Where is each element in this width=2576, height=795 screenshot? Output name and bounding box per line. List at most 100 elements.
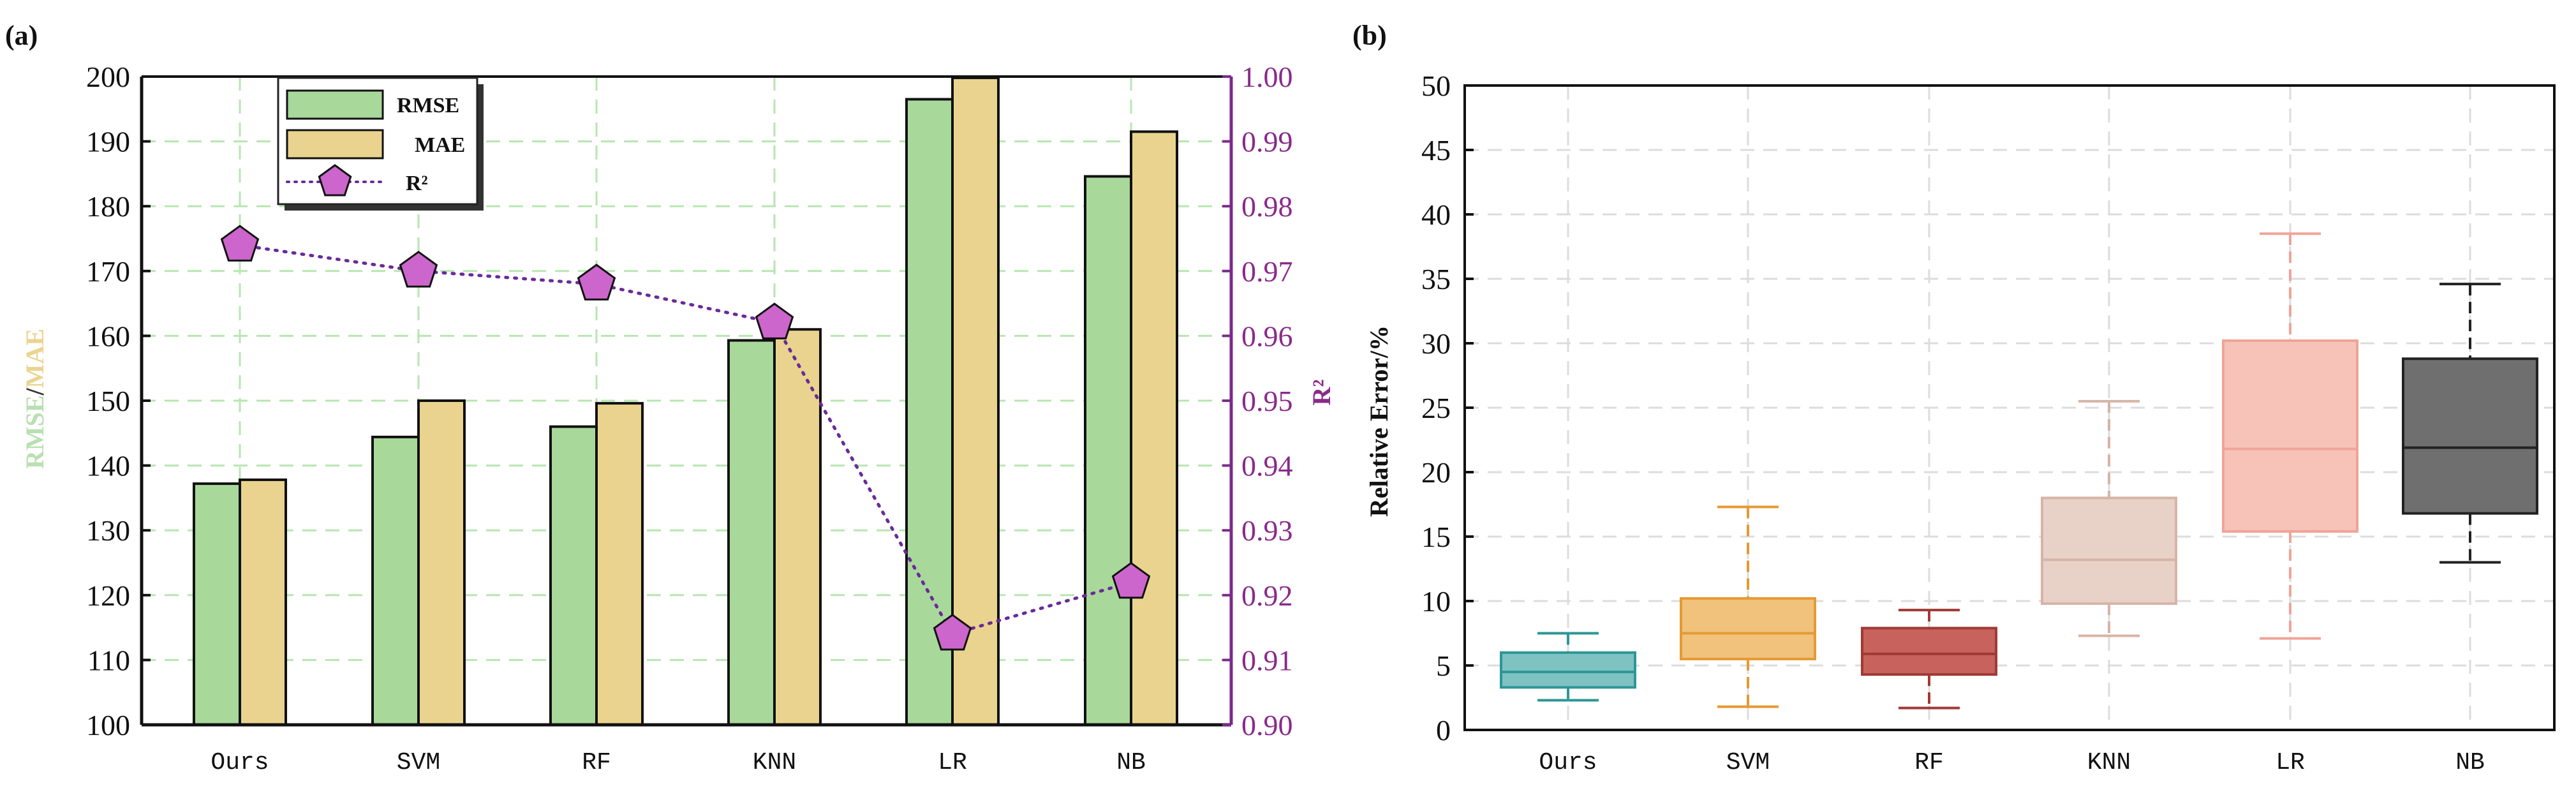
bar-rmse-knn (727, 339, 776, 726)
x-tick-label: RF (1914, 749, 1944, 776)
panel-a-r2-line (220, 225, 1151, 651)
y-tick-label: 170 (86, 255, 130, 288)
x-tick-label: KNN (753, 749, 796, 776)
y-tick-label: 15 (1421, 521, 1451, 553)
y-tick-label: 20 (1421, 456, 1451, 489)
legend-r2-marker (318, 164, 352, 197)
y-tick-label: 140 (86, 450, 130, 482)
x-tick-label: NB (2455, 749, 2485, 776)
r2-marker-ours (220, 225, 260, 262)
panel-a-y2-axis-label: R² (1307, 380, 1336, 406)
y2-tick-label: 0.98 (1241, 190, 1293, 223)
y-tick-label: 190 (86, 126, 130, 158)
bar-mae-nb (1130, 130, 1178, 727)
y-tick-label: 200 (86, 61, 130, 93)
box-nb (2402, 283, 2538, 564)
y2-tick-label: 0.93 (1241, 514, 1293, 547)
ylabel-slash: / (20, 387, 49, 396)
panel-b: (b) 0 5 10 15 20 25 30 35 40 45 50 Ours SVM RF KNN LR N… (1352, 20, 2556, 776)
y2-tick-label: 0.96 (1241, 320, 1293, 352)
r2-line (238, 243, 1133, 636)
x-tick-label: Ours (1539, 749, 1597, 776)
box-rf (1861, 609, 1997, 710)
panel-a-legend: RMSE MAE R² (277, 77, 484, 211)
box-svm (1680, 505, 1816, 708)
panel-b-label: (b) (1352, 20, 1387, 51)
y-tick-label: 100 (86, 709, 130, 741)
bar-rmse-svm (371, 435, 420, 726)
bar-rmse-rf (549, 425, 598, 726)
panel-a: (a) 100 110 120 130 140 150 160 170 180 190 200 0.… (5, 20, 1336, 776)
bar-mae-lr (951, 77, 1000, 727)
r2-marker-nb (1111, 561, 1151, 599)
iqr-box (2041, 496, 2177, 606)
panel-b-y-ticks: 0 5 10 15 20 25 30 35 40 45 50 (1421, 70, 1474, 747)
y-tick-label: 110 (87, 644, 130, 676)
legend-mae-label: MAE (415, 133, 465, 157)
legend-mae-swatch (286, 129, 384, 160)
y-tick-label: 30 (1421, 327, 1451, 360)
y-tick-label: 10 (1421, 585, 1451, 618)
y-tick-label: 160 (86, 320, 130, 352)
x-tick-label: RF (582, 749, 611, 776)
y2-tick-label: 0.91 (1241, 644, 1293, 676)
y-tick-label: 40 (1421, 198, 1451, 231)
panel-b-boxes (1500, 232, 2538, 710)
y2-tick-label: 0.94 (1241, 450, 1293, 482)
y2-tick-label: 0.99 (1241, 126, 1293, 158)
panel-b-grid (1465, 85, 2554, 730)
y-tick-label: 180 (86, 190, 130, 223)
panel-a-label: (a) (5, 20, 38, 51)
x-tick-label: NB (1116, 749, 1146, 776)
box-lr (2222, 232, 2358, 640)
x-tick-label: LR (2276, 749, 2305, 776)
y2-tick-label: 0.95 (1241, 385, 1293, 417)
y2-tick-label: 0.97 (1241, 255, 1293, 288)
y-tick-label: 50 (1421, 70, 1451, 102)
box-knn (2041, 399, 2177, 637)
ylabel-mae: MAE (20, 329, 49, 388)
iqr-box (1500, 651, 1636, 689)
bar-rmse-ours (193, 482, 241, 726)
r2-marker-rf (577, 264, 616, 301)
x-tick-label: KNN (2087, 749, 2131, 776)
legend-r2-label: R² (406, 172, 428, 195)
legend-rmse-swatch (286, 89, 384, 120)
r2-marker-lr (933, 613, 972, 651)
r2-marker-svm (399, 250, 438, 288)
y2-tick-label: 1.00 (1241, 61, 1293, 93)
panel-b-y-axis-label: Relative Error/% (1365, 325, 1393, 517)
y-tick-label: 0 (1436, 714, 1451, 747)
y-tick-label: 35 (1421, 263, 1451, 295)
y-tick-label: 130 (86, 514, 130, 547)
bar-rmse-nb (1084, 175, 1132, 726)
legend-rmse-label: RMSE (397, 94, 459, 117)
iqr-box (2402, 357, 2538, 515)
iqr-box (1680, 597, 1816, 660)
panel-a-y-axis-label: RMSE/MAE (20, 329, 49, 469)
bar-mae-ours (239, 478, 287, 727)
bar-mae-rf (595, 402, 644, 727)
box-ours (1500, 632, 1636, 702)
panel-b-x-ticks: Ours SVM RF KNN LR NB (1539, 749, 2484, 776)
y2-tick-label: 0.90 (1241, 709, 1293, 741)
panel-a-bars (193, 77, 1178, 727)
y2-tick-label: 0.92 (1241, 579, 1293, 612)
bar-mae-svm (417, 399, 466, 726)
panel-a-y-ticks: 100 110 120 130 140 150 160 170 180 190 200 (86, 61, 151, 741)
r2-marker-knn (755, 302, 794, 339)
y-tick-label: 45 (1421, 134, 1451, 167)
ylabel-rmse: RMSE (20, 395, 49, 469)
y-tick-label: 150 (86, 385, 130, 417)
iqr-box (2222, 339, 2358, 533)
y-tick-label: 25 (1421, 392, 1451, 424)
x-tick-label: LR (938, 749, 967, 776)
x-tick-label: SVM (397, 749, 440, 776)
x-tick-label: SVM (1726, 749, 1770, 776)
bar-mae-knn (773, 328, 822, 726)
iqr-box (1861, 627, 1997, 676)
panel-a-x-ticks: Ours SVM RF KNN LR NB (211, 749, 1145, 776)
y-tick-label: 120 (86, 579, 130, 612)
y-tick-label: 5 (1436, 650, 1451, 682)
